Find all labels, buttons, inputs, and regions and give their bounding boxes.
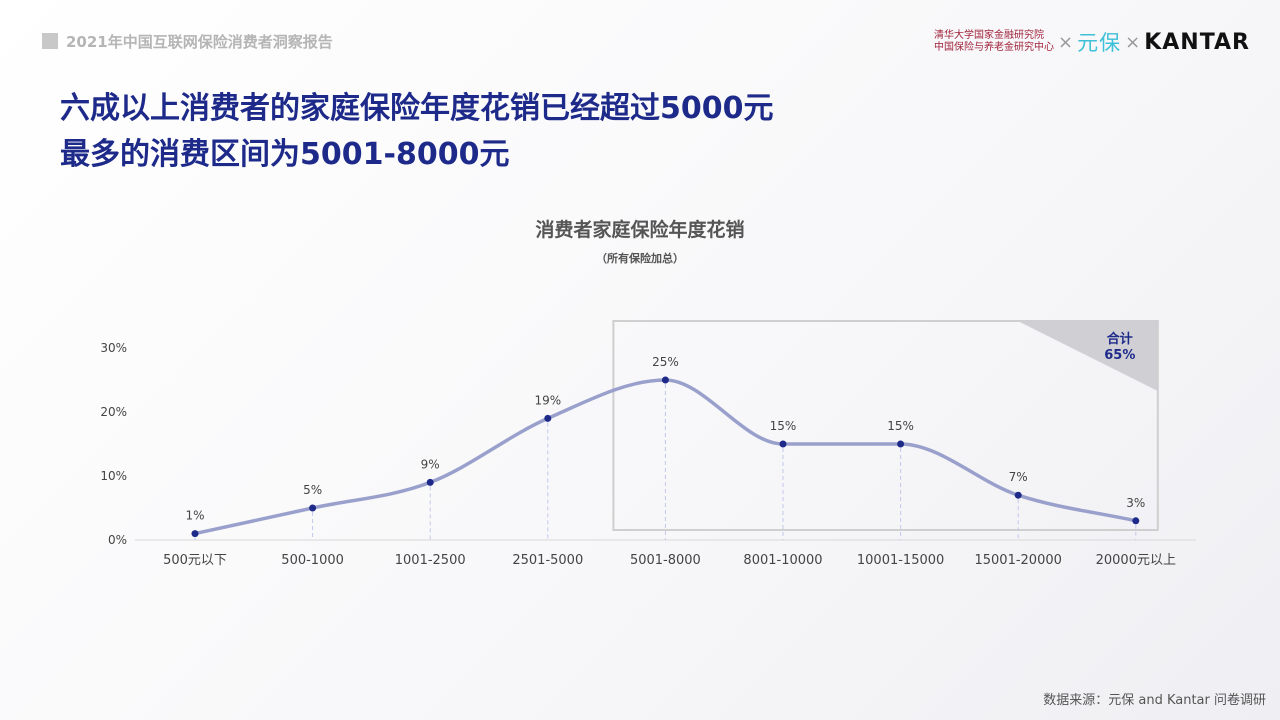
data-point: [191, 530, 199, 538]
data-label: 19%: [534, 393, 561, 407]
report-title: 2021年中国互联网保险消费者洞察报告: [66, 33, 333, 51]
y-tick-label: 0%: [108, 533, 127, 547]
data-label: 7%: [1009, 470, 1028, 484]
x-tick-label: 500-1000: [281, 553, 344, 568]
highlight-corner-triangle: [1017, 321, 1158, 391]
highlight-box: [612, 320, 1159, 531]
headline-line-1: 六成以上消费者的家庭保险年度花销已经超过5000元: [60, 91, 774, 126]
data-point: [897, 440, 905, 448]
institute-name-line2: 中国保险与养老金研究中心: [934, 42, 1055, 53]
data-label: 25%: [652, 355, 679, 369]
x-tick-label: 1001-2500: [395, 553, 466, 568]
yuanbao-logo: 元保: [1077, 31, 1122, 55]
data-label: 5%: [303, 483, 322, 497]
institute-logo: 清华大学国家金融研究院 中国保险与养老金研究中心: [934, 30, 1054, 54]
logo-separator-2: ×: [1125, 31, 1141, 53]
data-source-note: 数据来源：元保 and Kantar 问卷调研: [1043, 693, 1266, 708]
logo-separator: ×: [1058, 31, 1074, 53]
data-label: 1%: [185, 509, 204, 523]
y-tick-label: 20%: [100, 405, 127, 419]
headline-line-2: 最多的消费区间为5001-8000元: [60, 137, 510, 172]
x-tick-label: 10001-15000: [857, 553, 944, 568]
data-point: [544, 414, 552, 422]
data-point: [1014, 491, 1022, 499]
logo-group: 清华大学国家金融研究院 中国保险与养老金研究中心 × 元保 × KANTAR: [934, 27, 1250, 57]
page-headline: 六成以上消费者的家庭保险年度花销已经超过5000元 最多的消费区间为5001-8…: [60, 86, 774, 178]
data-point: [779, 440, 787, 448]
highlight-total-label: 合计: [1107, 331, 1133, 347]
x-tick-label: 2501-5000: [512, 553, 583, 568]
chart-title: 消费者家庭保险年度花销: [535, 219, 745, 241]
report-mark-square: [42, 33, 58, 49]
y-tick-label: 10%: [100, 469, 127, 483]
data-label: 15%: [887, 419, 914, 433]
data-point: [426, 478, 434, 486]
data-label: 15%: [770, 419, 797, 433]
x-tick-label: 5001-8000: [630, 553, 701, 568]
chart-subtitle: （所有保险加总）: [596, 252, 684, 265]
data-point: [661, 376, 669, 384]
y-tick-label: 30%: [100, 341, 127, 355]
data-point: [309, 504, 317, 512]
x-tick-label: 15001-20000: [974, 553, 1061, 568]
highlight-total-value: 65%: [1104, 348, 1135, 363]
institute-name-line1: 清华大学国家金融研究院: [934, 30, 1045, 41]
data-label: 9%: [421, 457, 440, 471]
x-tick-label: 20000元以上: [1096, 553, 1176, 568]
data-point: [1132, 517, 1140, 525]
data-label: 3%: [1126, 496, 1145, 510]
x-tick-label: 500元以下: [163, 553, 227, 568]
x-tick-label: 8001-10000: [743, 553, 822, 568]
kantar-logo: KANTAR: [1144, 29, 1250, 55]
